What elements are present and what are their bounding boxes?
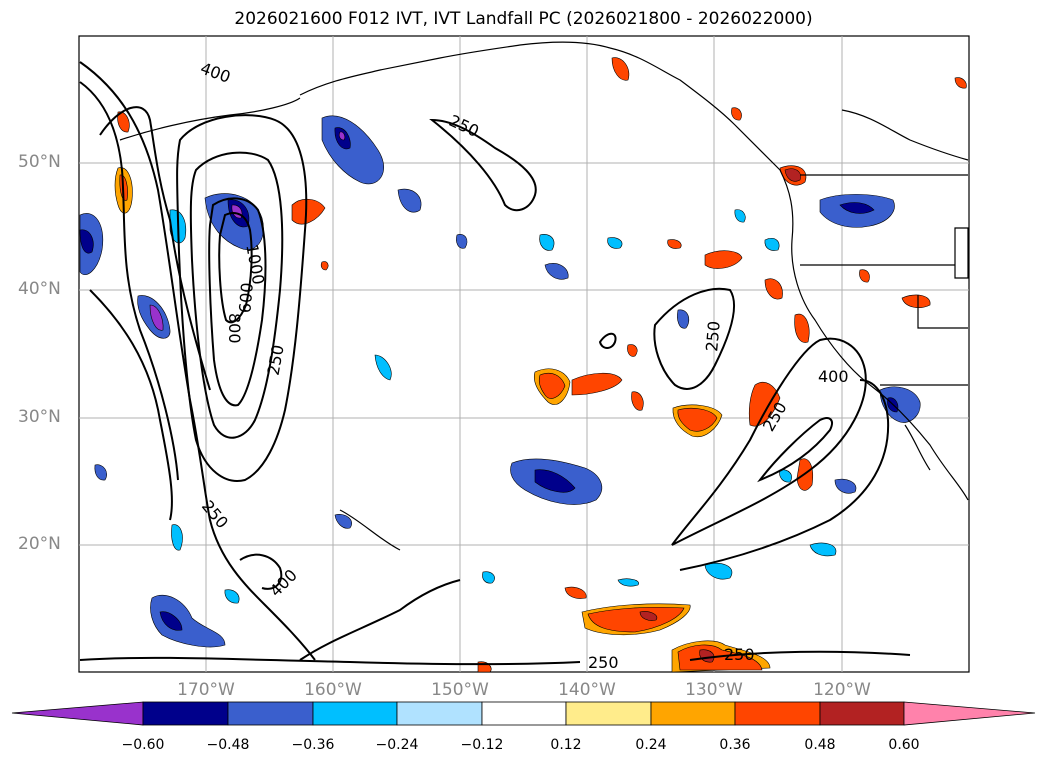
- lon-label: 150°W: [431, 680, 489, 700]
- contour-label: 250: [702, 320, 724, 352]
- map-title: 2026021600 F012 IVT, IVT Landfall PC (20…: [234, 9, 813, 29]
- colorbar-tick: 0.36: [719, 737, 751, 753]
- coastlines: [119, 41, 969, 551]
- contour-label: 250: [724, 645, 755, 664]
- colorbar: [11, 701, 1036, 726]
- colorbar-swatch: [734, 701, 821, 726]
- negative-pc-shading: [79, 115, 921, 648]
- lon-label: 140°W: [558, 680, 616, 700]
- colorbar-tick: 0.60: [888, 737, 920, 753]
- colorbar-tick: 0.24: [635, 737, 667, 753]
- lon-label: 170°W: [177, 680, 235, 700]
- contour-label: 400: [818, 367, 849, 386]
- lat-label: 40°N: [18, 279, 61, 299]
- colorbar-swatch: [312, 701, 398, 726]
- contour-label: 800: [225, 313, 244, 344]
- colorbar-tick: 0.12: [550, 737, 582, 753]
- contour-label: 250: [588, 653, 619, 672]
- lon-label: 130°W: [685, 680, 743, 700]
- colorbar-swatch: [565, 701, 652, 726]
- colorbar-swatch: [142, 701, 229, 726]
- colorbar-swatch: [481, 701, 567, 726]
- colorbar-tick: −0.60: [121, 737, 165, 753]
- colorbar-tick: −0.24: [375, 737, 419, 753]
- lon-label: 120°W: [813, 680, 871, 700]
- lat-label: 50°N: [18, 152, 61, 172]
- ivt-contours: [79, 61, 911, 666]
- colorbar-swatch: [396, 701, 483, 726]
- colorbar-extend-low: [11, 701, 144, 726]
- colorbar-tick: −0.12: [460, 737, 504, 753]
- lon-label: 160°W: [304, 680, 362, 700]
- colorbar-swatch: [650, 701, 736, 726]
- colorbar-tick: 0.48: [804, 737, 836, 753]
- positive-pc-shading: [114, 57, 967, 673]
- contour-label: 600: [235, 282, 257, 314]
- colorbar-swatch: [227, 701, 314, 726]
- colorbar-tick: −0.36: [291, 737, 335, 753]
- colorbar-tick: −0.48: [206, 737, 250, 753]
- lat-label: 20°N: [18, 534, 61, 554]
- colorbar-swatch: [819, 701, 905, 726]
- lat-label: 30°N: [18, 407, 61, 427]
- colorbar-extend-high: [903, 701, 1036, 726]
